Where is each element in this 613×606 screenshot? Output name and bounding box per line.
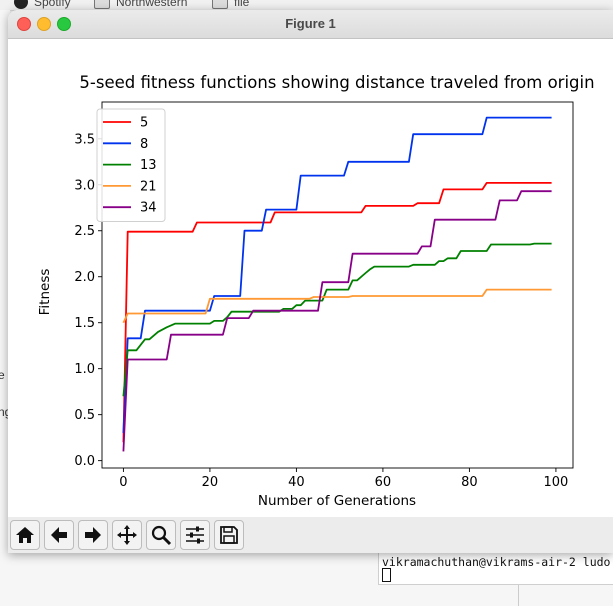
legend: 5 8 13 21 34 bbox=[96, 108, 166, 222]
home-icon bbox=[16, 527, 34, 543]
legend-label-13: 13 bbox=[140, 158, 157, 173]
terminal-cursor bbox=[382, 568, 391, 582]
title-bar[interactable]: Figure 1 bbox=[8, 10, 613, 39]
chart-title: 5-seed fitness functions showing distanc… bbox=[79, 73, 594, 92]
bookmark-northwestern[interactable]: Northwestern bbox=[94, 0, 187, 9]
axes-frame bbox=[101, 101, 574, 469]
y-tick-label: 0.5 bbox=[74, 408, 95, 423]
x-tick-label: 40 bbox=[288, 475, 305, 490]
y-tick-label: 0.0 bbox=[74, 454, 95, 469]
close-icon[interactable] bbox=[17, 17, 31, 31]
folder-icon bbox=[94, 0, 110, 9]
configure-subplots-icon bbox=[186, 526, 204, 544]
window-title: Figure 1 bbox=[285, 16, 336, 31]
back-arrow-icon bbox=[51, 527, 67, 543]
legend-label-5: 5 bbox=[140, 116, 148, 131]
background-text-fragment: e bbox=[0, 368, 5, 382]
series-line-13 bbox=[122, 242, 552, 397]
x-tick-label: 60 bbox=[375, 475, 392, 490]
bookmark-label: Northwestern bbox=[116, 0, 188, 9]
background-window-edge: e ng bbox=[0, 10, 11, 606]
legend-label-8: 8 bbox=[140, 137, 148, 152]
back-button[interactable] bbox=[44, 520, 74, 550]
folder-icon bbox=[212, 0, 228, 9]
x-tick-label: 20 bbox=[202, 475, 219, 490]
bookmark-label: Spotify bbox=[34, 0, 71, 9]
x-tick-label: 0 bbox=[119, 475, 127, 490]
fullscreen-icon[interactable] bbox=[57, 17, 71, 31]
pan-icon bbox=[117, 525, 137, 545]
x-tick-label: 80 bbox=[461, 475, 478, 490]
x-tick-label: 100 bbox=[544, 475, 569, 490]
spotify-icon bbox=[14, 0, 28, 9]
figure-window: Figure 1 5-seed fitness functions showin… bbox=[8, 10, 613, 553]
x-axis-label: Number of Generations bbox=[258, 493, 416, 509]
legend-label-21: 21 bbox=[140, 179, 157, 194]
bookmark-spotify[interactable]: Spotify bbox=[14, 0, 71, 9]
y-tick-label: 2.0 bbox=[74, 270, 95, 285]
zoom-button[interactable] bbox=[146, 520, 176, 550]
y-tick-label: 1.5 bbox=[74, 316, 95, 331]
forward-arrow-icon bbox=[85, 527, 101, 543]
forward-button[interactable] bbox=[78, 520, 108, 550]
home-button[interactable] bbox=[10, 520, 40, 550]
series-line-5 bbox=[122, 181, 552, 443]
y-tick-label: 1.0 bbox=[74, 362, 95, 377]
series-line-8 bbox=[122, 116, 552, 434]
save-icon bbox=[220, 526, 238, 544]
series-line-21 bbox=[122, 288, 552, 324]
series-line-34 bbox=[122, 190, 552, 452]
minimize-icon[interactable] bbox=[37, 17, 51, 31]
line-chart[interactable]: 5-seed fitness functions showing distanc… bbox=[8, 39, 613, 517]
terminal-prompt: vikramachuthan@vikrams-air-2 ludo bbox=[382, 555, 611, 569]
y-tick-label: 2.5 bbox=[74, 224, 95, 239]
configure-subplots-button[interactable] bbox=[180, 520, 210, 550]
navigation-toolbar bbox=[8, 517, 613, 553]
background-divider bbox=[518, 584, 519, 606]
background-text-fragment: ng bbox=[0, 405, 11, 419]
y-axis-label: Fitness bbox=[37, 269, 53, 316]
pan-button[interactable] bbox=[112, 520, 142, 550]
plot-area[interactable]: 5-seed fitness functions showing distanc… bbox=[8, 39, 613, 517]
y-tick-label: 3.5 bbox=[74, 132, 95, 147]
save-button[interactable] bbox=[214, 520, 244, 550]
legend-label-34: 34 bbox=[140, 201, 157, 216]
bookmark-file[interactable]: file bbox=[212, 0, 249, 9]
zoom-icon bbox=[151, 525, 172, 546]
y-tick-label: 3.0 bbox=[74, 178, 95, 193]
bookmark-label: file bbox=[234, 0, 250, 9]
terminal-window[interactable]: vikramachuthan@vikrams-air-2 ludo bbox=[378, 552, 613, 585]
